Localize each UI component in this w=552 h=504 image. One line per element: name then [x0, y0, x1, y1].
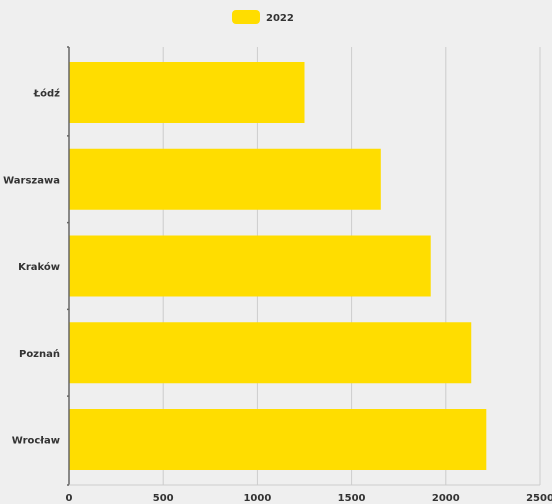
- x-tick-label: 0: [66, 493, 73, 504]
- category-label: Wrocław: [12, 436, 60, 447]
- legend-label[interactable]: 2022: [266, 13, 294, 24]
- x-tick-label: 2500: [526, 493, 552, 504]
- category-label: Kraków: [18, 261, 60, 273]
- axes: Łódź Warszawa Kraków Poznań Wrocław: [3, 46, 540, 486]
- x-tick-label: 2000: [432, 493, 460, 504]
- bar[interactable]: [69, 235, 431, 297]
- bars: [69, 62, 487, 470]
- legend-swatch[interactable]: [232, 10, 260, 24]
- bar[interactable]: [69, 409, 487, 470]
- x-tick-label: 1500: [338, 493, 366, 504]
- legend[interactable]: 2022: [232, 10, 294, 24]
- bar[interactable]: [69, 62, 305, 123]
- x-tick-label: 500: [153, 493, 174, 504]
- bar[interactable]: [69, 322, 472, 384]
- bar[interactable]: [69, 148, 381, 210]
- x-tick-label: 1000: [243, 493, 271, 504]
- category-label: Warszawa: [3, 175, 60, 186]
- category-label: Łódź: [33, 88, 60, 100]
- category-label: Poznań: [19, 348, 60, 360]
